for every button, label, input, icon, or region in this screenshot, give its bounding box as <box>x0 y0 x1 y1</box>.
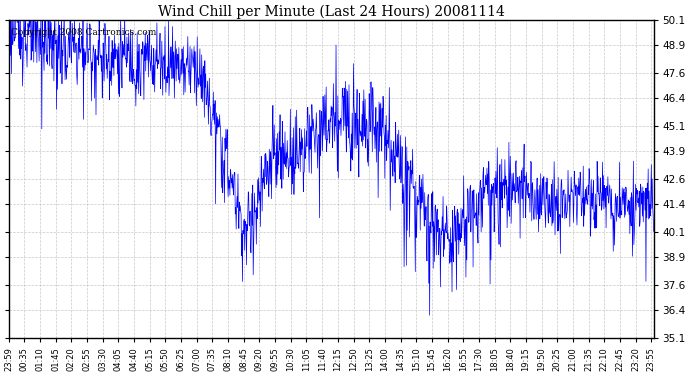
Title: Wind Chill per Minute (Last 24 Hours) 20081114: Wind Chill per Minute (Last 24 Hours) 20… <box>158 4 504 18</box>
Text: Copyright 2008 Cartronics.com: Copyright 2008 Cartronics.com <box>11 28 157 37</box>
